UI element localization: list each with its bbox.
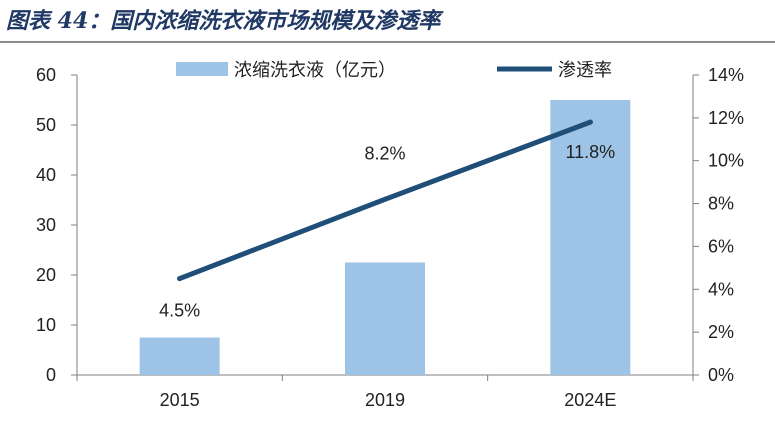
- left-tick-label: 40: [36, 165, 56, 185]
- right-tick-label: 6%: [708, 236, 734, 256]
- left-tick-label: 0: [46, 365, 56, 385]
- right-tick-label: 14%: [708, 65, 744, 85]
- data-label: 11.8%: [565, 142, 615, 162]
- line-point: [382, 196, 388, 202]
- data-label: 8.2%: [364, 143, 405, 163]
- left-tick-label: 10: [36, 315, 56, 335]
- bar: [139, 337, 220, 375]
- bar: [345, 262, 425, 375]
- x-category-label: 2019: [365, 390, 405, 410]
- left-tick-label: 20: [36, 265, 56, 285]
- right-tick-label: 4%: [708, 279, 734, 299]
- legend-label-bar: 浓缩洗衣液（亿元）: [234, 60, 396, 80]
- right-tick-label: 2%: [708, 322, 734, 342]
- title-divider: [0, 41, 775, 43]
- right-tick-label: 12%: [708, 108, 744, 128]
- bar: [550, 100, 631, 375]
- left-tick-label: 60: [36, 65, 56, 85]
- left-tick-label: 50: [36, 115, 56, 135]
- right-tick-label: 0%: [708, 365, 734, 385]
- right-tick-label: 8%: [708, 194, 734, 214]
- line-point: [177, 276, 183, 282]
- legend-swatch-bar: [176, 62, 228, 76]
- right-tick-label: 10%: [708, 151, 744, 171]
- x-category-label: 2024E: [564, 390, 616, 410]
- data-label: 4.5%: [159, 301, 200, 321]
- legend-label-line: 渗透率: [558, 60, 612, 80]
- figure-title: 图表 44：国内浓缩洗衣液市场规模及渗透率: [6, 8, 441, 34]
- left-tick-label: 30: [36, 215, 56, 235]
- line-point: [587, 119, 593, 125]
- x-category-label: 2015: [160, 390, 200, 410]
